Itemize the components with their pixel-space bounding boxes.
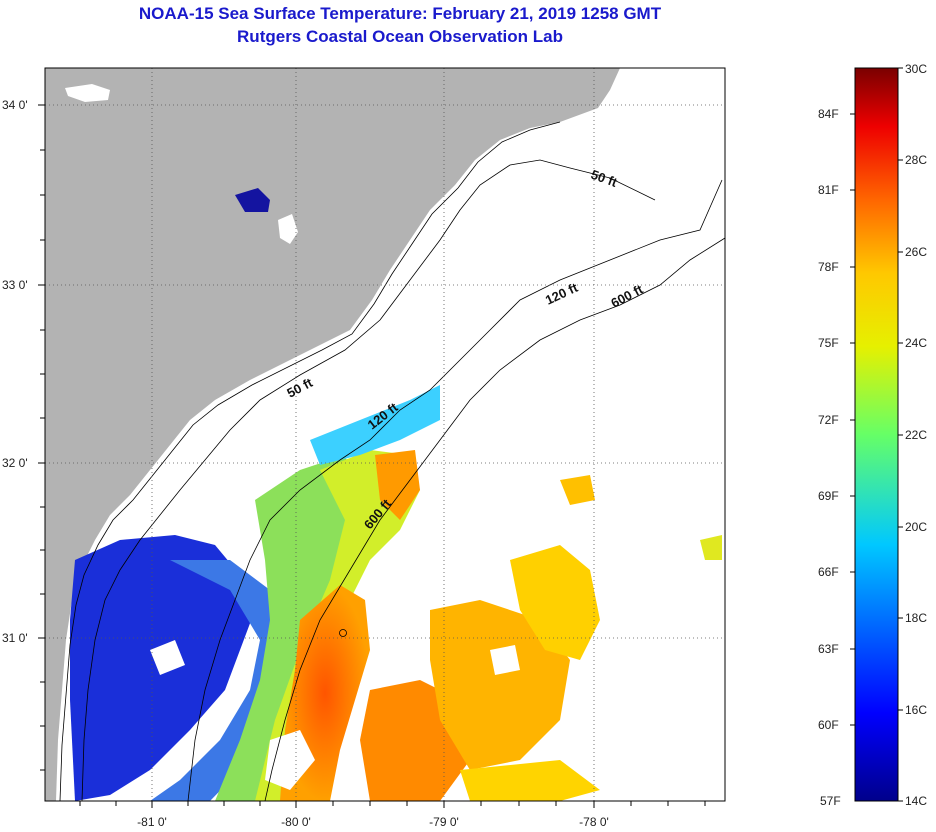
colorbar-f-label: 66F <box>818 565 839 579</box>
colorbar-f-label: 57F <box>820 794 841 808</box>
colorbar-f-label: 78F <box>818 260 839 274</box>
lat-label: 31 0' <box>2 631 28 645</box>
colorbar-f-label: 60F <box>818 718 839 732</box>
colorbar-f-label: 63F <box>818 642 839 656</box>
sst-green-region <box>215 455 360 801</box>
colorbar-c-label: 30C <box>905 62 927 76</box>
colorbar-f-label: 75F <box>818 336 839 350</box>
colorbar-c-label: 18C <box>905 611 927 625</box>
map-subtitle: Rutgers Coastal Ocean Observation Lab <box>237 27 563 46</box>
contour-120ft <box>187 179 723 801</box>
map-frame <box>44 67 726 802</box>
colorbar-c-label: 22C <box>905 428 927 442</box>
contour-50ft <box>81 159 656 801</box>
colorbar-c-label: 20C <box>905 520 927 534</box>
lat-label: 33 0' <box>2 278 28 292</box>
lat-label: 34 0' <box>2 98 28 112</box>
colorbar-c-label: 28C <box>905 153 927 167</box>
colorbar-f-label: 69F <box>818 489 839 503</box>
lon-label: -80 0' <box>281 815 311 829</box>
lon-label: -79 0' <box>429 815 459 829</box>
colorbar-f-label: 81F <box>818 183 839 197</box>
lon-label: -81 0' <box>137 815 167 829</box>
contour-600ft <box>264 237 725 801</box>
lon-label: -78 0' <box>579 815 609 829</box>
colorbar-c-label: 26C <box>905 245 927 259</box>
lat-label: 32 0' <box>2 456 28 470</box>
colorbar-c-label: 14C <box>905 794 927 808</box>
colorbar-f-label: 84F <box>818 107 839 121</box>
colorbar-c-label: 24C <box>905 336 927 350</box>
lat-lon-grid <box>45 68 725 801</box>
colorbar: 30C 28C 26C 24C 22C 20C 18C 16C 14C 84F … <box>818 62 927 808</box>
land-area <box>45 68 620 801</box>
colorbar-c-label: 16C <box>905 703 927 717</box>
map-title: NOAA-15 Sea Surface Temperature: Februar… <box>138 4 662 23</box>
colorbar-f-label: 72F <box>818 413 839 427</box>
